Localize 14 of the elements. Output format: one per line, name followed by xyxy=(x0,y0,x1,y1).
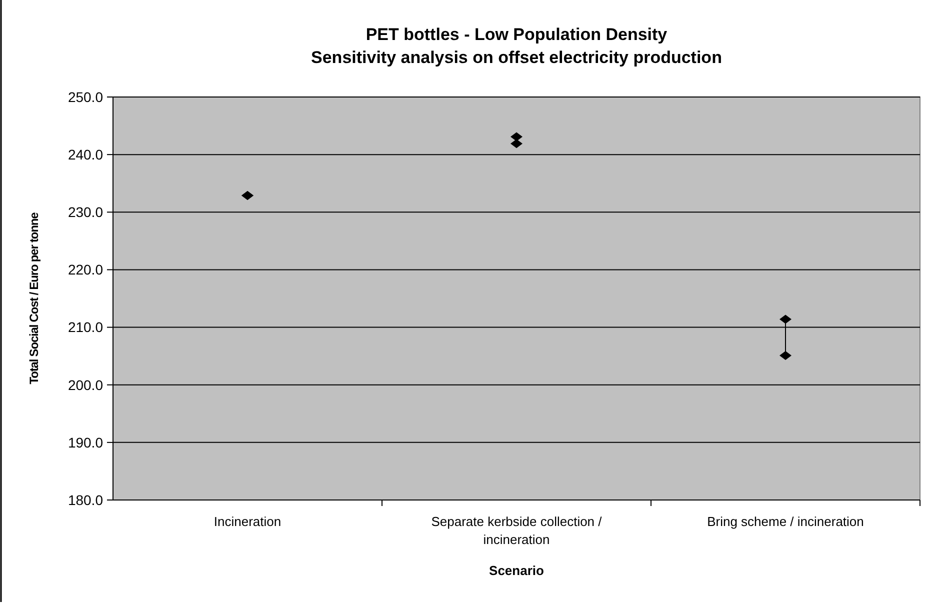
chart-title: PET bottles - Low Population Density Sensitivity analysis on offset electricity production xyxy=(311,25,722,67)
y-tick-label: 240.0 xyxy=(68,146,104,162)
x-tick-label: Separate kerbside collection / incineration xyxy=(431,514,602,547)
x-axis-title: Scenario xyxy=(489,563,544,578)
x-tick-label: Incineration xyxy=(214,514,282,529)
x-tick-label: Bring scheme / incineration xyxy=(707,514,864,529)
y-axis-title: Total Social Cost / Euro per tonne xyxy=(27,212,41,384)
y-tick-label: 220.0 xyxy=(68,262,104,278)
y-tick-label: 200.0 xyxy=(68,376,104,393)
y-tick-label: 180.0 xyxy=(68,492,104,508)
y-tick-label: 210.0 xyxy=(68,319,104,336)
y-tick-label: 250.0 xyxy=(68,88,104,105)
y-tick-label: 230.0 xyxy=(68,204,104,220)
y-tick-label: 190.0 xyxy=(68,434,104,450)
